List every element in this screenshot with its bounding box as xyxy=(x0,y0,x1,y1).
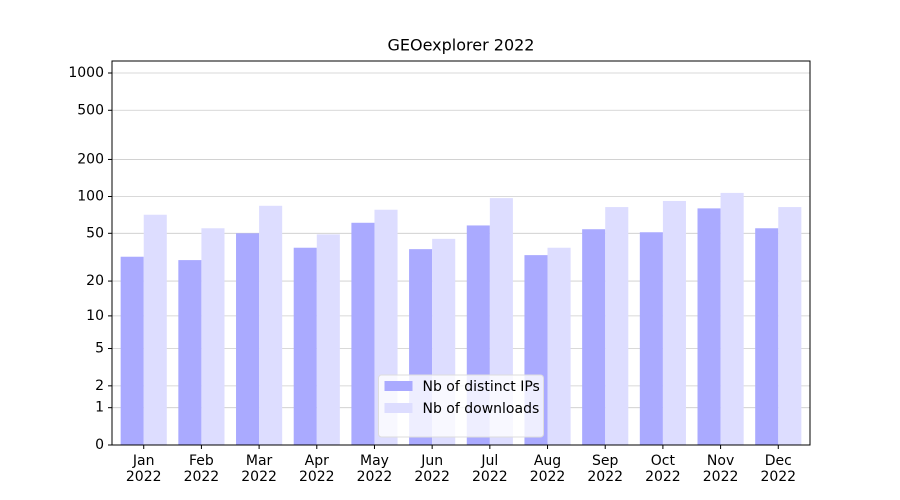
bar xyxy=(236,233,260,445)
x-tick-label: Oct 2022 xyxy=(645,453,681,485)
x-tick-label: Dec 2022 xyxy=(760,453,797,485)
x-tick-label: May 2022 xyxy=(356,453,393,485)
legend-label: Nb of distinct IPs xyxy=(423,379,540,395)
legend-label: Nb of downloads xyxy=(423,401,540,417)
x-tick-label: Aug 2022 xyxy=(529,453,566,485)
bar xyxy=(605,207,629,445)
bar xyxy=(143,214,167,445)
legend: Nb of distinct IPs Nb of downloads xyxy=(378,374,544,438)
legend-swatch xyxy=(384,381,413,391)
bar xyxy=(778,207,802,445)
y-tick-label: 10 xyxy=(86,308,104,324)
y-tick-label: 20 xyxy=(86,273,104,289)
bar xyxy=(201,228,225,445)
y-tick-label: 2 xyxy=(95,378,104,394)
bar xyxy=(720,192,744,445)
x-tick-label: Jul 2022 xyxy=(472,453,508,485)
legend-box xyxy=(378,374,544,438)
x-tick-label: Mar 2022 xyxy=(241,453,277,485)
bar xyxy=(697,208,721,445)
y-tick-label: 1000 xyxy=(68,65,104,81)
x-tick-label: Nov 2022 xyxy=(702,453,739,485)
bar xyxy=(120,256,144,445)
x-tick-label: Apr 2022 xyxy=(298,453,335,485)
y-tick-label: 0 xyxy=(95,437,104,453)
bar xyxy=(351,222,375,445)
x-tick-label: Sep 2022 xyxy=(587,453,624,485)
x-tick-label: Jan 2022 xyxy=(125,453,162,485)
y-tick-label: 1 xyxy=(95,400,104,416)
y-tick-label: 5 xyxy=(95,341,104,357)
plot-frame xyxy=(111,60,811,446)
bar xyxy=(755,228,779,445)
x-tick-label: Feb 2022 xyxy=(183,453,220,485)
legend-swatch xyxy=(384,403,413,413)
y-tick-label: 200 xyxy=(77,151,104,167)
bar xyxy=(178,260,202,445)
x-tick-label: Jun 2022 xyxy=(414,453,450,485)
bar xyxy=(662,200,686,445)
y-tick-label: 100 xyxy=(77,189,104,205)
y-tick-label: 500 xyxy=(77,102,104,118)
bar xyxy=(639,232,663,445)
y-tick-label: 50 xyxy=(86,225,104,241)
chart-title: GEOexplorer 2022 xyxy=(388,36,535,55)
bar xyxy=(582,229,606,445)
bar xyxy=(547,247,571,445)
bar xyxy=(316,234,340,445)
bar xyxy=(293,247,317,445)
bar xyxy=(259,205,283,445)
